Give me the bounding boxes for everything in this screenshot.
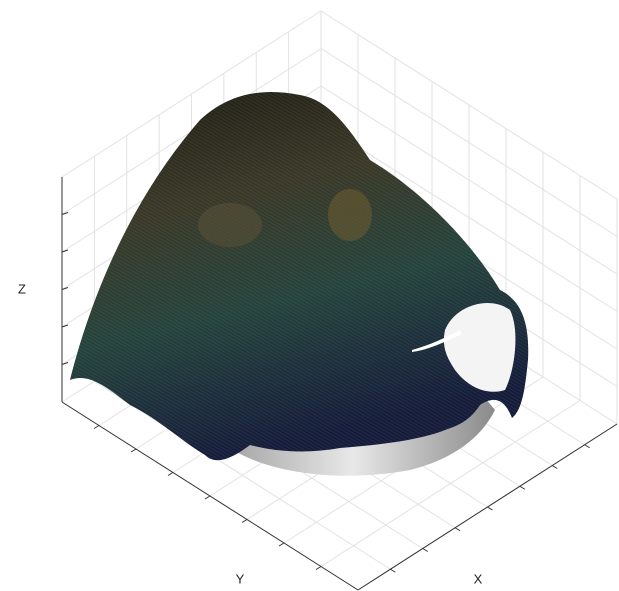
surface-eye-right	[328, 189, 372, 241]
y-axis-tick	[204, 495, 211, 500]
y-axis-label: Y	[236, 571, 245, 586]
y-axis-tick	[278, 542, 285, 547]
y-axis-tick	[315, 566, 322, 570]
grid-line	[61, 10, 322, 178]
z-axis-label: Z	[18, 281, 26, 296]
y-axis-tick	[130, 448, 137, 453]
grid-line	[320, 10, 618, 200]
x-axis-tick	[454, 527, 461, 532]
z-axis-tick	[61, 362, 69, 365]
surface-texture	[70, 91, 529, 461]
x-axis-tick	[551, 465, 558, 469]
surface-hole-edge	[412, 330, 462, 352]
grid-line	[320, 400, 581, 567]
grid-line	[320, 85, 618, 275]
x-axis-tick	[487, 506, 493, 511]
z-axis-tick	[61, 287, 69, 290]
x-axis-tick	[422, 548, 429, 552]
y-axis-tick	[93, 425, 100, 429]
x-axis-tick	[390, 568, 396, 573]
y-axis-tick	[241, 519, 248, 523]
z-axis-tick	[61, 324, 69, 328]
x-axis-tick	[519, 485, 526, 490]
grid-line	[320, 123, 618, 312]
z-axis-tick	[61, 249, 69, 253]
x-axis-tick	[584, 444, 590, 449]
surface	[70, 91, 529, 476]
x-axis-label: X	[474, 571, 483, 586]
surface-eye-left	[198, 203, 262, 247]
z-axis-tick	[61, 212, 69, 215]
surface-hole	[443, 302, 516, 392]
grid-line	[320, 48, 618, 237]
y-axis-tick	[167, 472, 174, 476]
axes	[61, 177, 618, 591]
